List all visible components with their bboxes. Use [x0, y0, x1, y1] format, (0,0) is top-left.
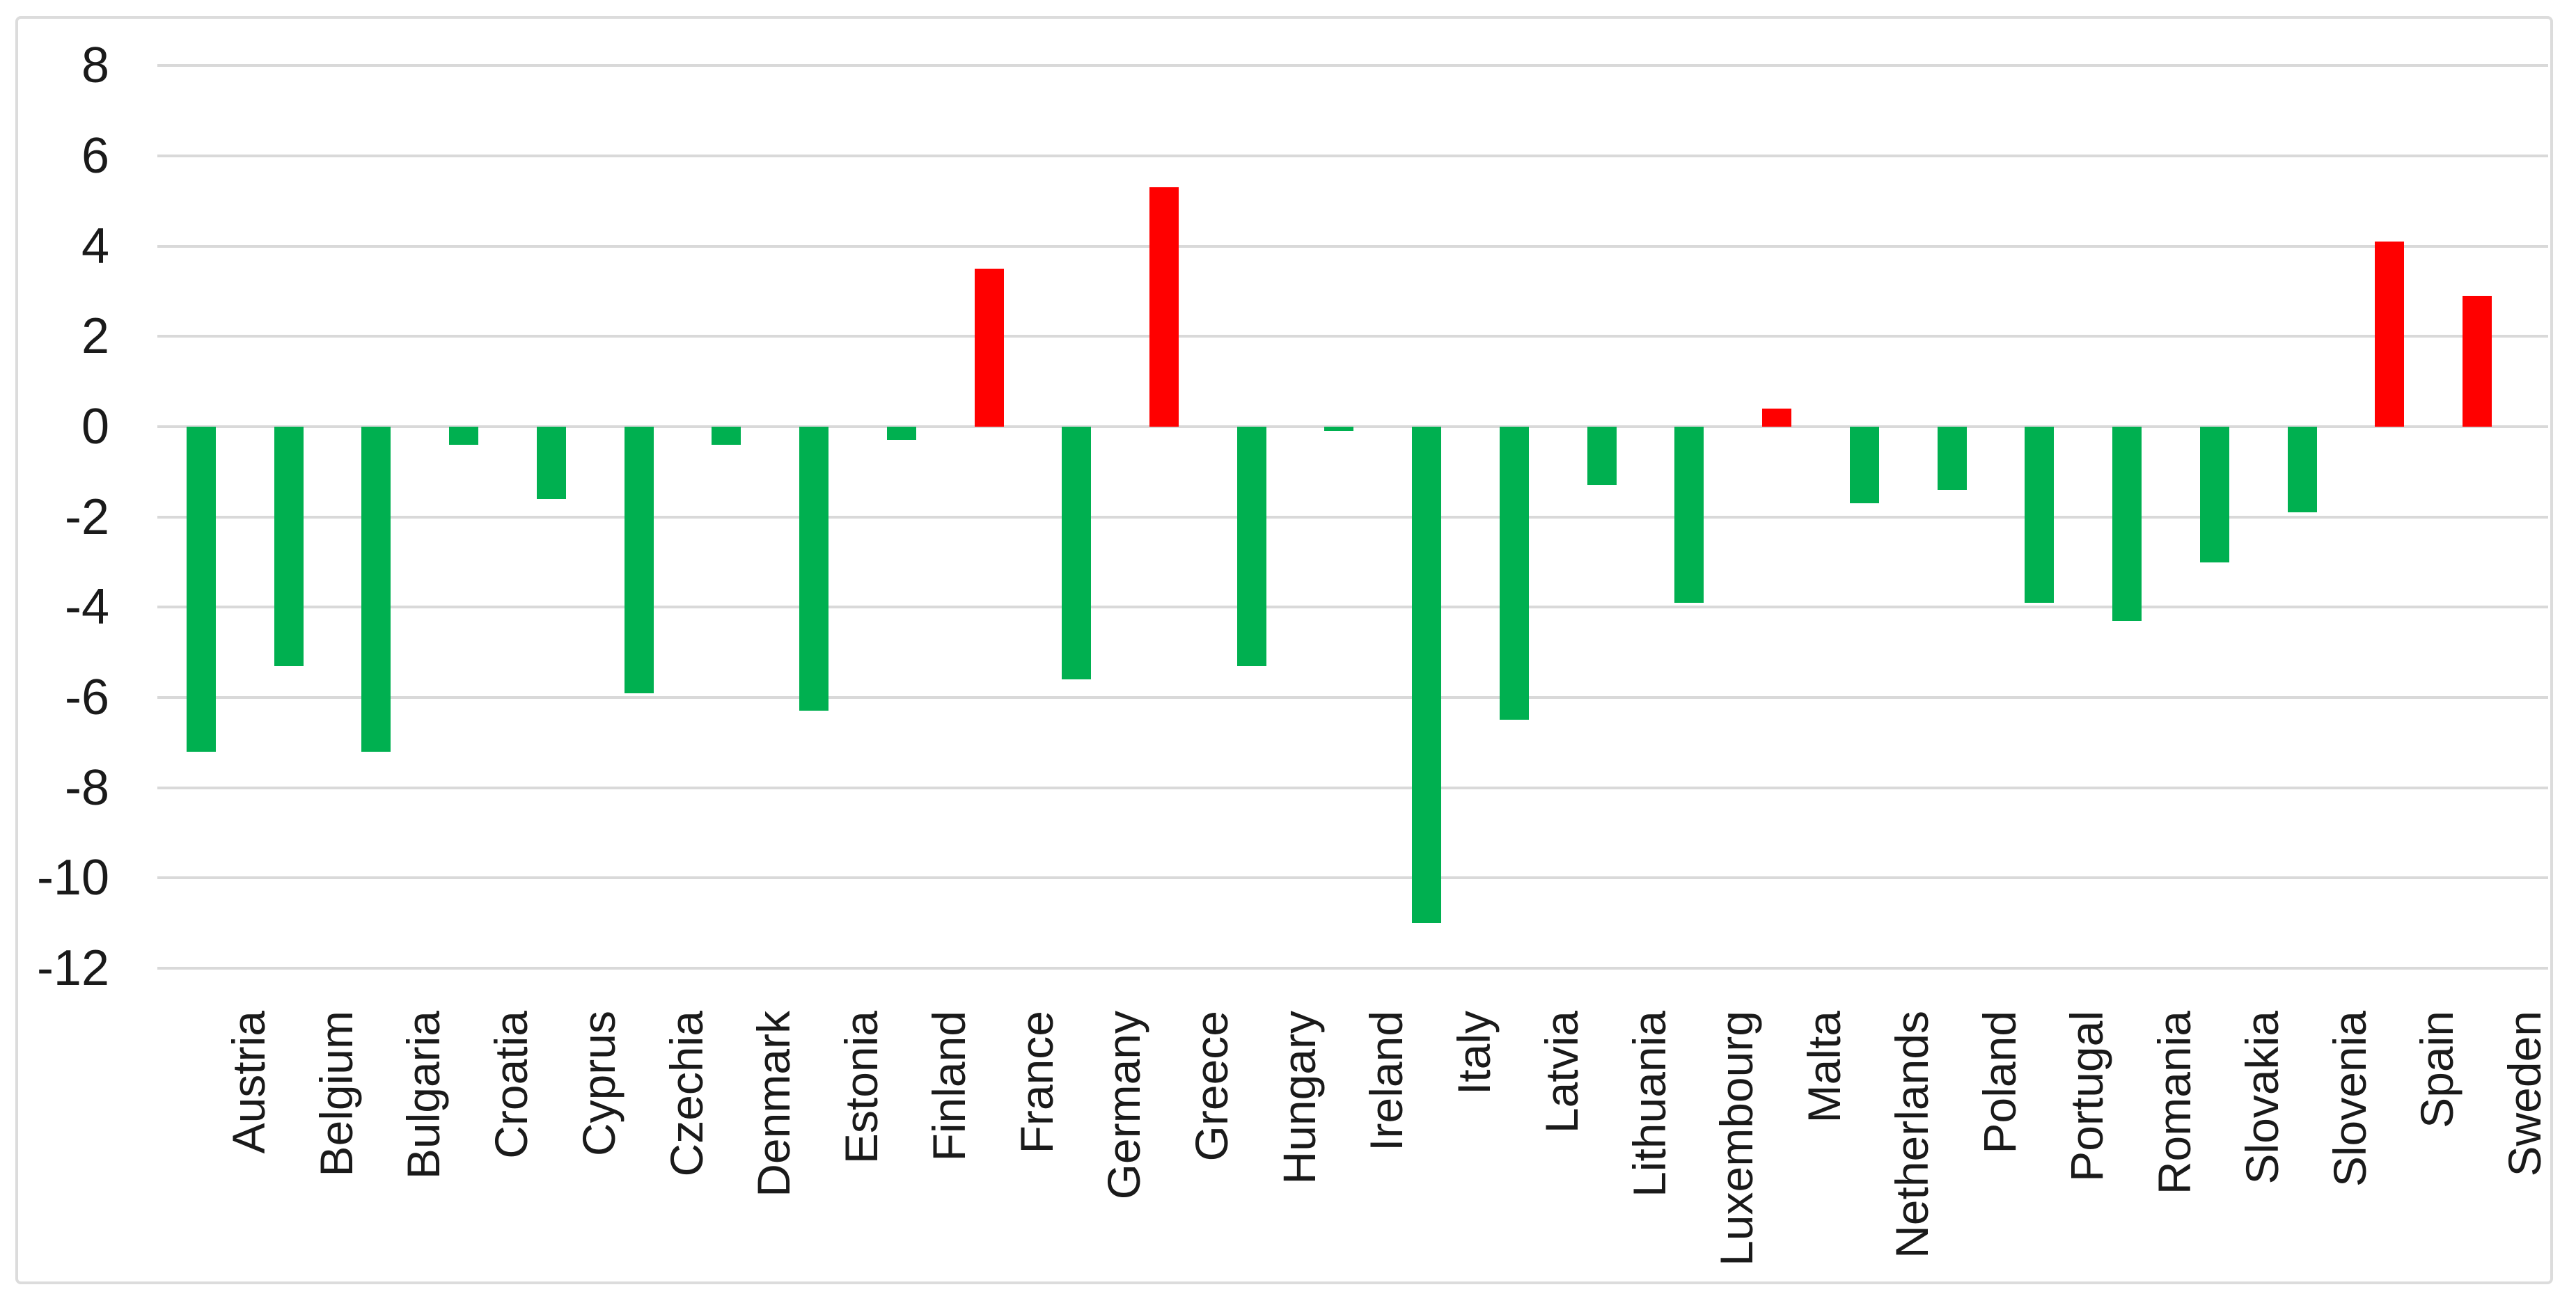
x-category-label-lithuania: Lithuania [1623, 1011, 1675, 1197]
x-category-label-sweden: Sweden [2498, 1011, 2550, 1177]
x-category-label-latvia: Latvia [1535, 1011, 1587, 1134]
x-category-label-france: France [1010, 1011, 1062, 1154]
bar-slovenia [2287, 427, 2317, 513]
x-category-label-ireland: Ireland [1360, 1011, 1413, 1151]
bar-ireland [1324, 427, 1354, 432]
bar-romania [2112, 427, 2142, 621]
y-tick-label-0: 0 [81, 399, 109, 455]
x-category-label-poland: Poland [1973, 1011, 2025, 1154]
bar-portugal [2025, 427, 2055, 603]
bar-croatia [449, 427, 479, 445]
bar-austria [187, 427, 216, 752]
gridline--6 [157, 696, 2548, 700]
x-category-label-finland: Finland [922, 1011, 975, 1162]
gridline-8 [157, 64, 2548, 68]
x-category-label-austria: Austria [223, 1011, 274, 1154]
bar-cyprus [536, 427, 566, 499]
bar-malta [1762, 409, 1792, 427]
bar-france [974, 269, 1004, 427]
x-category-label-spain: Spain [2411, 1011, 2463, 1128]
x-category-label-netherlands: Netherlands [1885, 1011, 1938, 1258]
x-category-label-greece: Greece [1186, 1011, 1238, 1162]
y-tick-label-2: 2 [81, 308, 109, 365]
chart-frame [15, 16, 2553, 1284]
bar-greece [1149, 187, 1179, 427]
x-category-label-czechia: Czechia [660, 1011, 712, 1177]
bar-denmark [712, 427, 741, 445]
bar-luxembourg [1674, 427, 1704, 603]
bar-spain [2375, 242, 2405, 427]
y-tick-label-4: 4 [81, 218, 109, 274]
x-category-label-romania: Romania [2149, 1011, 2201, 1195]
gridline--4 [157, 606, 2548, 609]
y-tick-label--6: -6 [64, 670, 109, 726]
y-tick-label--10: -10 [36, 850, 109, 906]
y-tick-label--8: -8 [64, 759, 109, 816]
y-tick-label--12: -12 [36, 940, 109, 997]
x-category-label-malta: Malta [1798, 1011, 1851, 1123]
gridline-6 [157, 154, 2548, 157]
x-category-label-italy: Italy [1448, 1011, 1500, 1096]
gridline-4 [157, 244, 2548, 248]
y-tick-label-8: 8 [81, 38, 109, 94]
bar-estonia [799, 427, 829, 711]
bar-latvia [1499, 427, 1529, 720]
x-category-label-hungary: Hungary [1273, 1011, 1325, 1185]
bar-bulgaria [361, 427, 391, 752]
x-category-label-bulgaria: Bulgaria [398, 1011, 450, 1180]
x-category-label-belgium: Belgium [310, 1011, 362, 1177]
y-tick-label--2: -2 [64, 489, 109, 545]
bar-hungary [1236, 427, 1266, 666]
bar-finland [886, 427, 916, 441]
bar-sweden [2462, 295, 2492, 427]
gridline-2 [157, 335, 2548, 338]
x-category-label-denmark: Denmark [748, 1011, 800, 1197]
bar-germany [1062, 427, 1092, 680]
gridline--10 [157, 876, 2548, 880]
bar-czechia [624, 427, 654, 693]
gridline--2 [157, 515, 2548, 519]
y-tick-label--4: -4 [64, 579, 109, 636]
x-category-label-cyprus: Cyprus [572, 1011, 625, 1157]
gridline--12 [157, 967, 2548, 970]
x-category-label-slovakia: Slovakia [2236, 1011, 2288, 1185]
x-category-label-croatia: Croatia [485, 1011, 537, 1159]
bar-italy [1412, 427, 1442, 924]
x-category-label-luxembourg: Luxembourg [1711, 1011, 1763, 1266]
x-category-label-portugal: Portugal [2061, 1011, 2113, 1182]
x-category-label-germany: Germany [1098, 1011, 1150, 1200]
y-tick-label-6: 6 [81, 127, 109, 184]
bar-belgium [274, 427, 304, 666]
gridline--8 [157, 786, 2548, 789]
bar-lithuania [1587, 427, 1617, 486]
bar-slovakia [2199, 427, 2229, 562]
bar-netherlands [1849, 427, 1879, 504]
x-category-label-slovenia: Slovenia [2323, 1011, 2375, 1187]
bar-poland [1937, 427, 1967, 490]
x-category-label-estonia: Estonia [835, 1011, 888, 1165]
